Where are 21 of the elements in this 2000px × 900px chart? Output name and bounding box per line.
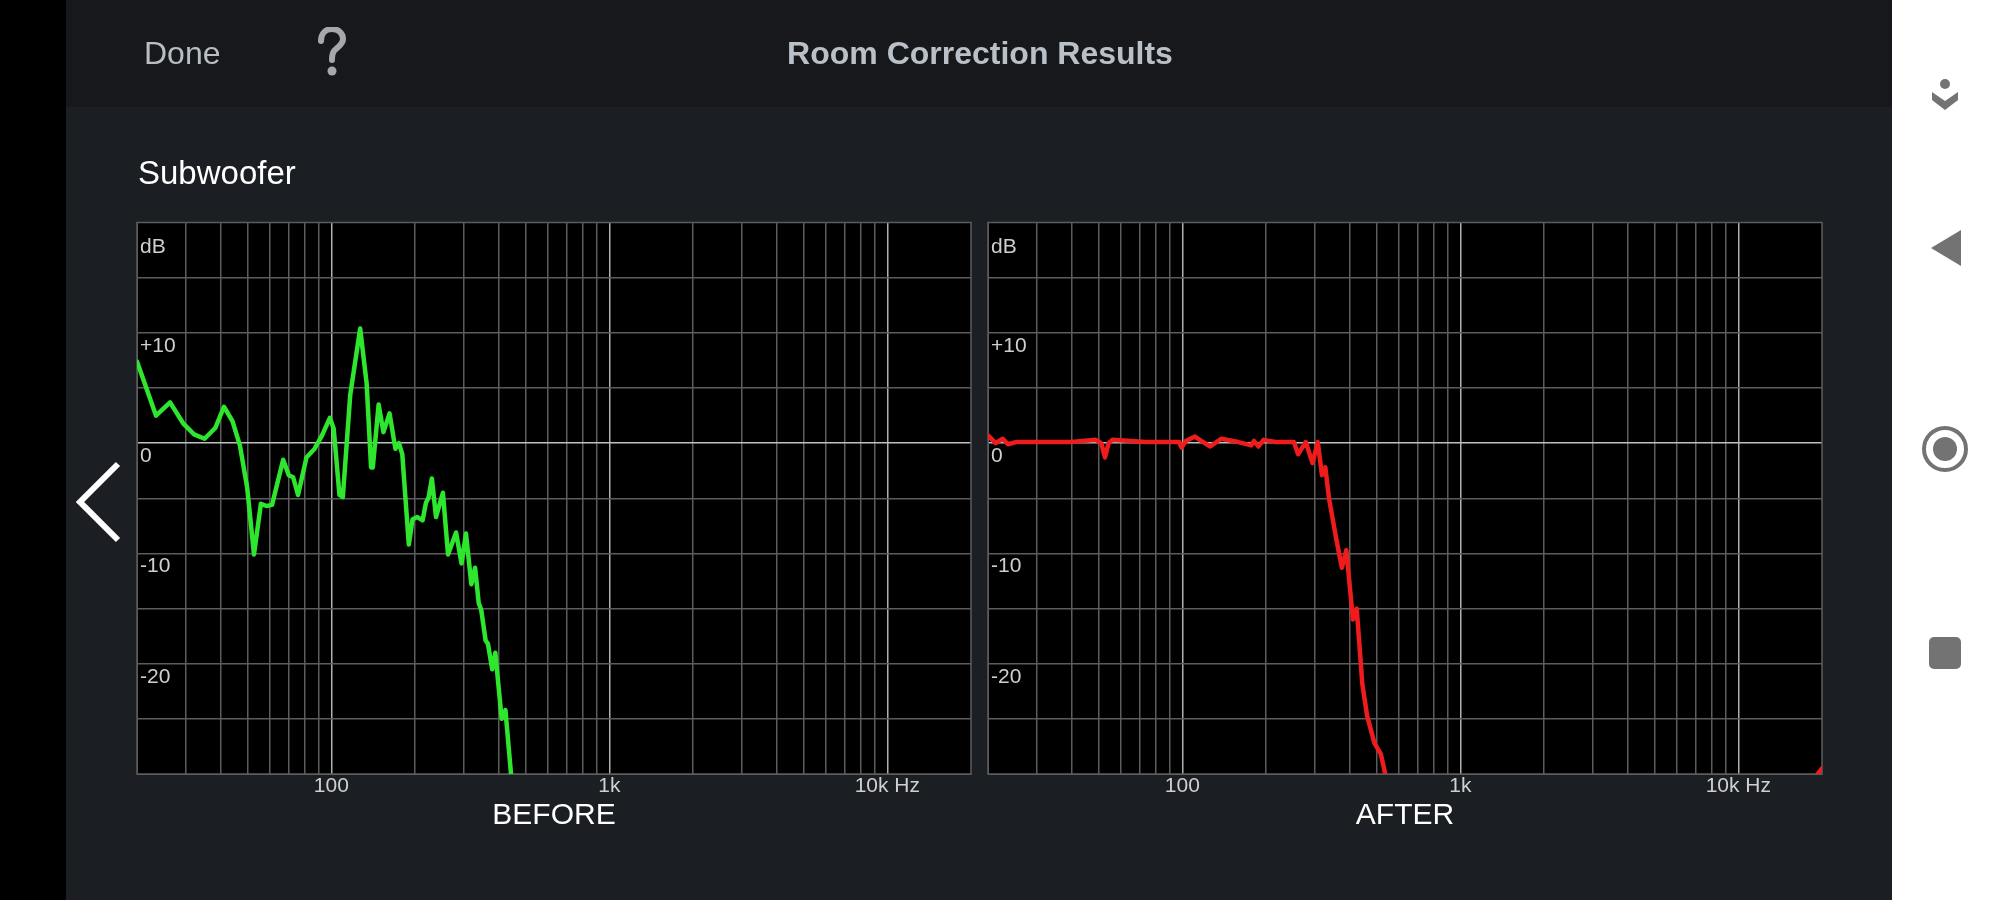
- text: Done: [144, 34, 221, 72]
- chart-title: Room Correction Results: [787, 34, 1173, 72]
- y-tick-label: -10: [140, 553, 171, 577]
- x-axis-title: BEFORE: [492, 797, 616, 831]
- y-tick-label: -20: [991, 663, 1022, 687]
- x-tick-label: 100: [313, 773, 349, 797]
- y-tick-label: 0: [991, 442, 1003, 466]
- y-tick-label: -20: [140, 663, 171, 687]
- y-tick-label: -10: [991, 553, 1022, 577]
- chart-subtitle: Subwoofer: [138, 154, 296, 192]
- x-tick-label: 10k Hz: [854, 773, 920, 797]
- y-axis-title: dB: [991, 234, 1017, 258]
- y-tick-label: +10: [140, 332, 176, 356]
- y-tick-label: +10: [991, 332, 1027, 356]
- y-tick-label: 0: [140, 442, 152, 466]
- x-tick-label: 1k: [598, 773, 621, 797]
- y-axis-title: dB: [140, 234, 166, 258]
- x-tick-label: 1k: [1449, 773, 1472, 797]
- x-axis-title: AFTER: [1355, 797, 1455, 831]
- x-tick-label: 10k Hz: [1705, 773, 1771, 797]
- x-tick-label: 100: [1164, 773, 1200, 797]
